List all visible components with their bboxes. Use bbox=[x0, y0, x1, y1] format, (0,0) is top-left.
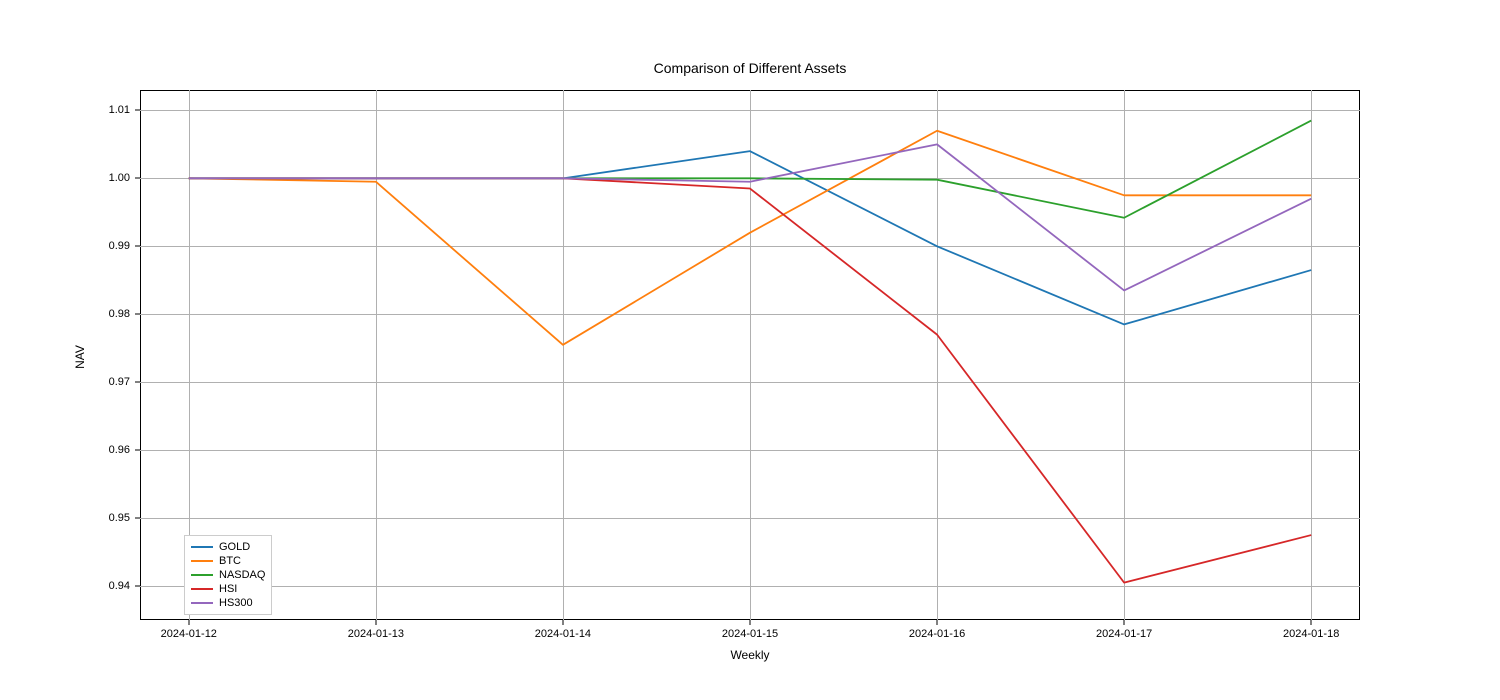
legend-swatch bbox=[191, 560, 213, 562]
y-tick-label: 0.99 bbox=[109, 240, 130, 252]
legend-swatch bbox=[191, 546, 213, 548]
x-tick-label: 2024-01-15 bbox=[722, 628, 778, 640]
legend-label: HSI bbox=[219, 583, 237, 595]
legend-item-gold: GOLD bbox=[191, 540, 265, 554]
x-tick-label: 2024-01-16 bbox=[909, 628, 965, 640]
y-tick bbox=[135, 518, 140, 519]
chart-title: Comparison of Different Assets bbox=[140, 60, 1360, 76]
x-tick bbox=[750, 620, 751, 625]
y-tick bbox=[135, 382, 140, 383]
y-axis-label: NAV bbox=[73, 345, 87, 369]
y-tick-label: 0.98 bbox=[109, 308, 130, 320]
y-tick bbox=[135, 586, 140, 587]
y-tick bbox=[135, 110, 140, 111]
series-line-nasdaq bbox=[189, 121, 1311, 218]
y-tick-label: 0.96 bbox=[109, 444, 130, 456]
y-tick bbox=[135, 314, 140, 315]
y-tick bbox=[135, 450, 140, 451]
legend: GOLD BTC NASDAQ HSI HS300 bbox=[184, 535, 272, 615]
legend-swatch bbox=[191, 574, 213, 576]
line-series-svg bbox=[140, 90, 1360, 620]
x-tick-label: 2024-01-14 bbox=[535, 628, 591, 640]
series-line-btc bbox=[189, 131, 1311, 345]
legend-label: GOLD bbox=[219, 541, 250, 553]
y-tick bbox=[135, 246, 140, 247]
x-tick-label: 2024-01-18 bbox=[1283, 628, 1339, 640]
x-tick-label: 2024-01-12 bbox=[161, 628, 217, 640]
chart-container: GOLDBTCNASDAQHSIHS300 2024-01-122024-01-… bbox=[140, 90, 1360, 620]
legend-label: NASDAQ bbox=[219, 569, 265, 581]
series-line-hs300 bbox=[189, 144, 1311, 290]
x-tick-label: 2024-01-13 bbox=[348, 628, 404, 640]
x-tick bbox=[562, 620, 563, 625]
x-tick bbox=[937, 620, 938, 625]
x-tick bbox=[1311, 620, 1312, 625]
y-tick-label: 1.01 bbox=[109, 104, 130, 116]
legend-item-btc: BTC bbox=[191, 554, 265, 568]
x-tick bbox=[1124, 620, 1125, 625]
legend-label: HS300 bbox=[219, 597, 253, 609]
legend-item-nasdaq: NASDAQ bbox=[191, 568, 265, 582]
x-tick-label: 2024-01-17 bbox=[1096, 628, 1152, 640]
series-line-gold bbox=[189, 151, 1311, 324]
y-tick bbox=[135, 178, 140, 179]
legend-swatch bbox=[191, 588, 213, 590]
legend-label: BTC bbox=[219, 555, 241, 567]
x-tick bbox=[188, 620, 189, 625]
y-tick-label: 0.97 bbox=[109, 376, 130, 388]
x-tick bbox=[375, 620, 376, 625]
y-tick-label: 1.00 bbox=[109, 172, 130, 184]
y-tick-label: 0.95 bbox=[109, 512, 130, 524]
legend-item-hs300: HS300 bbox=[191, 596, 265, 610]
series-line-hsi bbox=[189, 178, 1311, 582]
legend-item-hsi: HSI bbox=[191, 582, 265, 596]
legend-swatch bbox=[191, 602, 213, 604]
x-axis-label: Weekly bbox=[140, 648, 1360, 662]
y-tick-label: 0.94 bbox=[109, 580, 130, 592]
